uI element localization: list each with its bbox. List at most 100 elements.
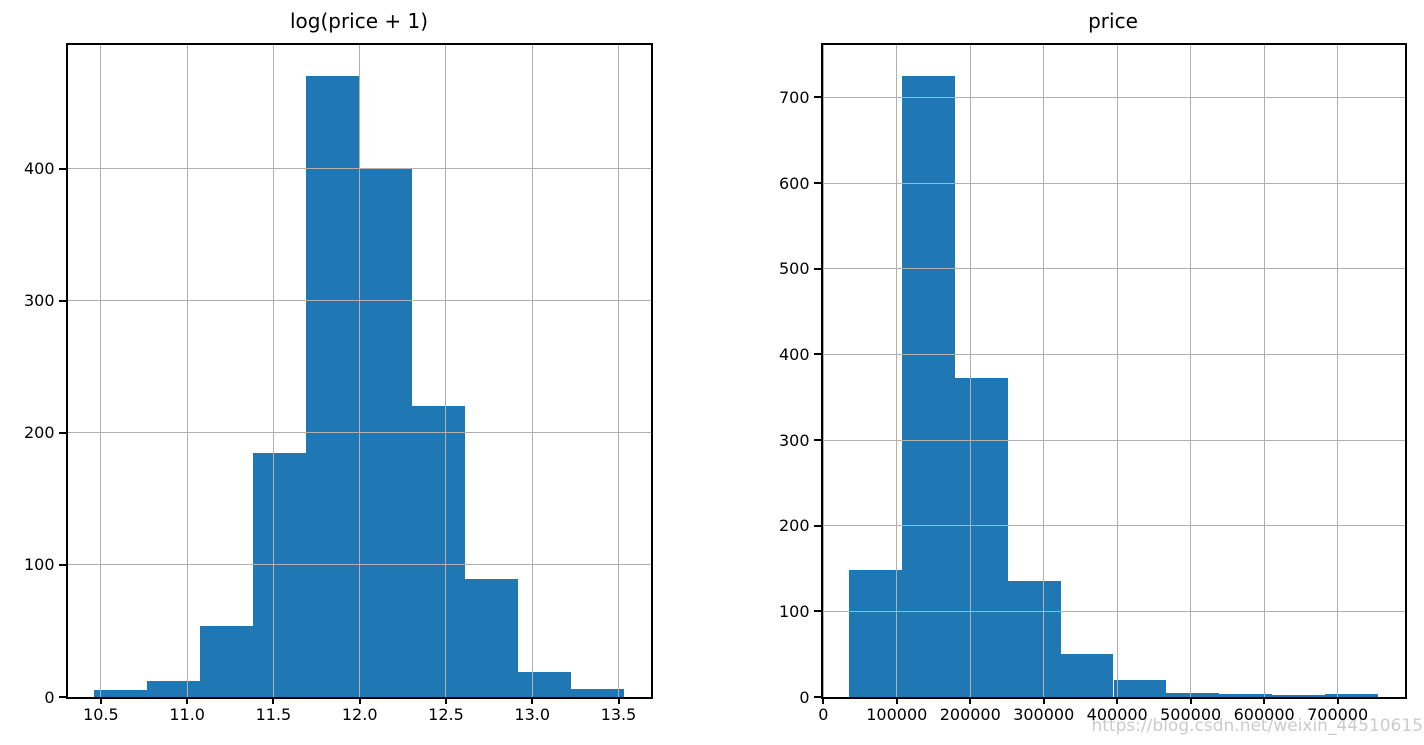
y-gridline <box>822 439 1405 441</box>
x-tick-mark <box>186 699 189 704</box>
y-tick-label: 200 <box>778 516 810 536</box>
x-gridline <box>969 45 971 697</box>
y-tick-label: 0 <box>799 687 810 707</box>
y-tick-label: 400 <box>23 159 55 179</box>
histogram-bar <box>253 452 307 697</box>
x-tick-label: 10.5 <box>83 705 119 724</box>
y-tick-label: 100 <box>778 601 810 621</box>
x-tick-label: 13.5 <box>600 705 637 724</box>
x-tick-label: 300000 <box>1013 705 1075 724</box>
y-tick-mark <box>58 167 66 170</box>
histogram-bar <box>848 570 902 697</box>
chart-title-price: price <box>1088 9 1138 33</box>
y-gridline <box>67 168 651 170</box>
x-gridline <box>1263 45 1265 697</box>
y-gridline <box>822 96 1405 98</box>
histogram-bar <box>954 378 1008 697</box>
histogram-bar <box>465 579 519 697</box>
x-gridline <box>445 45 447 697</box>
histogram-bar <box>1007 581 1061 697</box>
x-tick-mark <box>617 699 620 704</box>
y-tick-mark <box>58 563 66 566</box>
x-gridline <box>896 45 898 697</box>
x-tick-label: 100000 <box>866 705 928 724</box>
y-tick-label: 600 <box>778 173 810 193</box>
y-tick-label: 0 <box>44 687 55 707</box>
histogram-bar <box>1060 654 1114 697</box>
x-tick-label: 12.0 <box>341 705 378 724</box>
x-tick-mark <box>444 699 447 704</box>
y-tick-mark <box>813 182 821 185</box>
x-gridline <box>1043 45 1045 697</box>
y-tick-mark <box>813 267 821 270</box>
x-tick-mark <box>1189 699 1192 704</box>
y-tick-mark <box>813 524 821 527</box>
y-gridline <box>822 353 1405 355</box>
x-tick-label: 0 <box>818 705 829 724</box>
x-tick-mark <box>531 699 534 704</box>
y-tick-mark <box>813 610 821 613</box>
x-tick-label: 12.5 <box>428 705 464 724</box>
x-tick-label: 700000 <box>1307 705 1369 724</box>
y-gridline <box>67 300 651 302</box>
histogram-bar <box>1325 694 1379 697</box>
histogram-bar <box>571 689 625 697</box>
x-tick-mark <box>99 699 102 704</box>
x-gridline <box>272 45 274 697</box>
histogram-bar <box>901 76 955 697</box>
x-tick-label: 400000 <box>1086 705 1148 724</box>
x-tick-label: 13.0 <box>514 705 551 724</box>
x-tick-label: 11.5 <box>255 705 292 724</box>
y-gridline <box>822 182 1405 184</box>
x-gridline <box>100 45 102 697</box>
x-gridline <box>822 45 824 697</box>
x-gridline <box>618 45 619 697</box>
x-tick-mark <box>1042 699 1045 704</box>
histogram-bar <box>1166 692 1220 697</box>
y-tick-label: 700 <box>778 87 810 107</box>
x-tick-mark <box>969 699 972 704</box>
y-tick-mark <box>58 299 66 302</box>
y-gridline <box>822 525 1405 527</box>
y-gridline <box>67 432 651 434</box>
x-tick-mark <box>1336 699 1339 704</box>
y-tick-label: 300 <box>778 430 810 450</box>
y-tick-label: 200 <box>23 423 55 443</box>
histogram-bar <box>1219 694 1273 697</box>
y-tick-label: 100 <box>23 555 55 575</box>
x-gridline <box>1337 45 1339 697</box>
histogram-bar <box>306 76 360 697</box>
x-gridline <box>1190 45 1192 697</box>
x-gridline <box>186 45 188 697</box>
histogram-bar <box>200 625 254 697</box>
chart-title-log-price: log(price + 1) <box>289 9 429 33</box>
y-tick-mark <box>58 431 66 434</box>
x-tick-label: 11.0 <box>169 705 205 724</box>
plot-frame <box>65 43 653 699</box>
plot-frame <box>820 43 1407 699</box>
x-tick-label: 200000 <box>939 705 1001 724</box>
y-gridline <box>822 268 1405 270</box>
x-tick-mark <box>895 699 898 704</box>
x-gridline <box>531 45 533 697</box>
histogram-bar <box>518 671 572 697</box>
histogram-bar <box>1272 695 1326 697</box>
histogram-bar <box>412 406 466 697</box>
y-gridline <box>822 610 1405 612</box>
x-tick-mark <box>822 699 825 704</box>
x-tick-mark <box>1116 699 1119 704</box>
y-tick-mark <box>813 96 821 99</box>
histogram-bar <box>1113 679 1167 697</box>
x-tick-mark <box>272 699 275 704</box>
x-tick-label: 500000 <box>1160 705 1222 724</box>
y-tick-label: 300 <box>23 291 55 311</box>
y-tick-mark <box>813 696 821 698</box>
y-tick-mark <box>813 353 821 356</box>
x-gridline <box>1116 45 1118 697</box>
y-tick-label: 400 <box>778 344 810 364</box>
watermark-url: https://blog.csdn.net/weixin_44510615 <box>1091 716 1423 736</box>
x-tick-mark <box>1263 699 1266 704</box>
x-gridline <box>359 45 361 697</box>
y-tick-mark <box>813 439 821 442</box>
